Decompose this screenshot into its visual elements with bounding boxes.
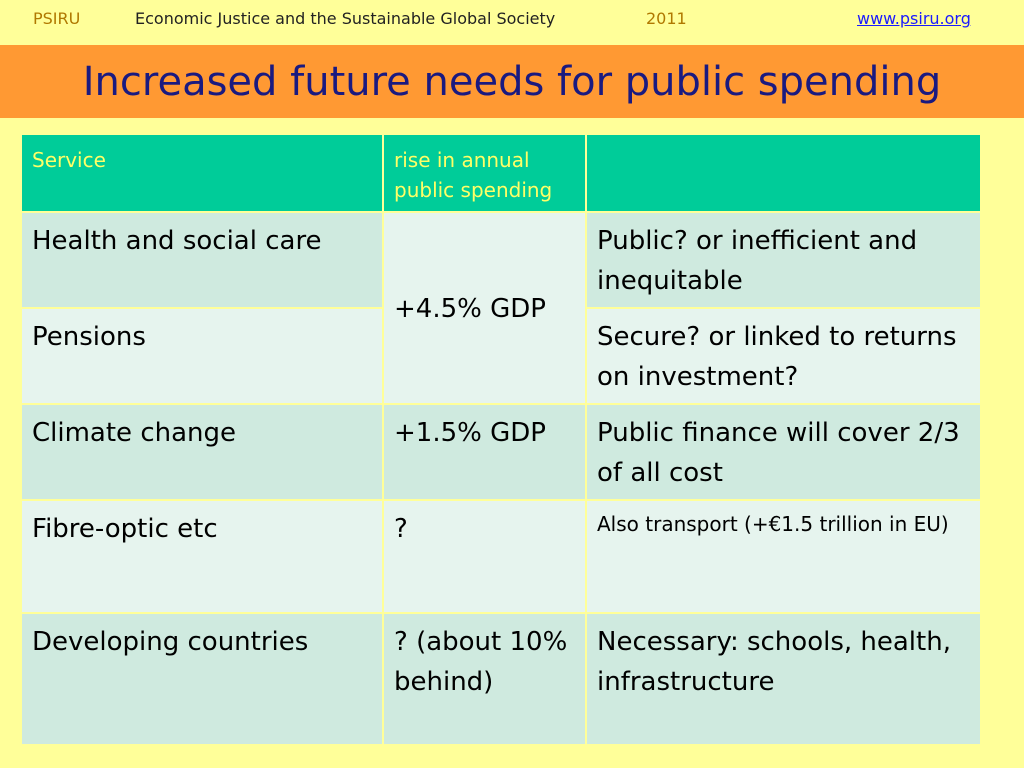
cell-rise: ? bbox=[382, 499, 587, 614]
cell-service: Climate change bbox=[20, 403, 384, 501]
cell-note: Also transport (+€1.5 trillion in EU) bbox=[585, 499, 982, 614]
header-website-link[interactable]: www.psiru.org bbox=[857, 9, 971, 28]
slide-title: Increased future needs for public spendi… bbox=[82, 59, 942, 105]
cell-rise: +1.5% GDP bbox=[382, 403, 587, 501]
cell-note: Public finance will cover 2/3 of all cos… bbox=[585, 403, 982, 501]
spending-table: Service rise in annual public spending H… bbox=[20, 133, 982, 746]
header-org: PSIRU bbox=[33, 9, 81, 28]
cell-service: Developing countries bbox=[20, 612, 384, 746]
cell-rise-merged: +4.5% GDP bbox=[382, 211, 587, 405]
column-header-note bbox=[585, 133, 982, 213]
table-row: Fibre-optic etc ? Also transport (+€1.5 … bbox=[20, 499, 982, 614]
table-row: Health and social care +4.5% GDP Public?… bbox=[20, 211, 982, 405]
cell-note: Public? or inefficient and inequitable bbox=[585, 211, 982, 309]
table-row: Developing countries ? (about 10% behind… bbox=[20, 612, 982, 746]
cell-service: Health and social care bbox=[20, 211, 384, 309]
column-header-rise: rise in annual public spending bbox=[382, 133, 587, 213]
table-row: Climate change +1.5% GDP Public finance … bbox=[20, 403, 982, 501]
cell-note: Necessary: schools, health, infrastructu… bbox=[585, 612, 982, 746]
cell-service: Pensions bbox=[20, 307, 384, 405]
table-header-row: Service rise in annual public spending bbox=[20, 133, 982, 213]
cell-service: Fibre-optic etc bbox=[20, 499, 384, 614]
cell-rise: ? (about 10% behind) bbox=[382, 612, 587, 746]
top-header-bar: PSIRU Economic Justice and the Sustainab… bbox=[0, 0, 1024, 38]
title-band bbox=[0, 45, 1024, 118]
header-year: 2011 bbox=[646, 9, 687, 28]
header-title: Economic Justice and the Sustainable Glo… bbox=[135, 9, 556, 28]
cell-note: Secure? or linked to returns on investme… bbox=[585, 307, 982, 405]
table-row: Pensions Secure? or linked to returns on… bbox=[20, 307, 982, 405]
column-header-service: Service bbox=[20, 133, 384, 213]
